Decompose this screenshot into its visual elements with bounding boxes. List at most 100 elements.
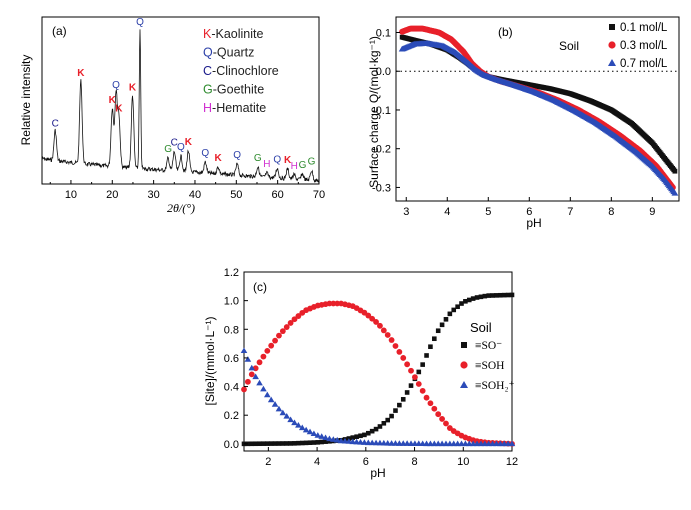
c-s0-pt60 [474,295,480,300]
c-s2-pt14 [295,421,302,428]
c-s0-pt29 [354,434,359,439]
c-s0-pt55 [455,304,460,310]
c-s2-pt21 [322,434,329,441]
c-s2-pt15 [298,424,306,431]
b-xtick-label-0: 3 [403,206,409,218]
c-s2-pt10 [279,409,287,416]
b-xtick-label-1: 4 [444,206,450,218]
panel-b-x-ticks: 3 4 5 6 7 8 9 [403,197,655,218]
c-s0-pt41 [400,397,406,402]
peak-label-2: K [109,95,117,106]
peak-label-8: C [171,138,178,149]
c-s0-pt13 [292,441,297,446]
c-s2-pt5 [260,385,267,392]
c-ytick-label-6: 1.2 [224,267,239,279]
c-legend-label-2: ≡SOH₂⁺ [475,380,515,392]
c-s0-pt56 [459,301,464,306]
legend-name-4: -Hematite [212,101,266,115]
c-xtick-label-5: 12 [506,456,518,468]
c-s2-pt8 [271,401,279,407]
c-s0-pt48 [428,344,433,350]
peak-label-10: K [185,137,193,148]
c-s2-pt1 [244,356,252,362]
c-s2-pt17 [306,428,314,435]
panel-c-y-axis-label: [Site]/(mmol·L⁻¹) [203,316,217,405]
c-s2-pt7 [267,396,275,403]
panel-a-y-axis-label: Relative intensity [19,55,33,146]
panel-b-x-axis-label: pH [526,216,541,230]
peak-label-4: K [115,104,123,115]
c-s1-pt47 [423,394,430,401]
c-s1-pt49 [431,405,438,412]
c-s2-pt18 [310,430,318,437]
c-s1-pt37 [384,332,391,338]
panel-b-legend: 0.1 mol/L 0.3 mol/L 0.7 mol/L [608,22,668,70]
c-s0-pt61 [478,294,484,300]
c-s1-pt7 [268,342,275,349]
c-legend-marker-2 [460,381,468,388]
c-s0-pt30 [358,433,363,439]
c-ytick-label-4: 0.8 [224,324,239,336]
c-s1-pt46 [419,387,426,394]
panel-c: (c) 2 4 6 8 10 12 0.0 0.2 0.4 0.6 0.8 1.0 1.2 Soil ≡… [203,267,518,480]
c-s0-pt63 [486,293,491,298]
panel-b-tag: (b) [498,25,513,39]
panel-a-frame [41,16,320,185]
b-ytick-label-3: -0.2 [372,144,391,156]
c-s0-pt62 [482,293,488,299]
c-s0-pt4 [257,441,262,447]
legend-code-0: K [203,27,212,41]
panel-a-legend: K-KaoliniteQ-QuartzC-ClinochloreG-Goethi… [203,27,279,115]
c-s0-pt42 [404,390,410,395]
a-xtick-label-2: 30 [148,189,160,201]
legend-name-2: -Clinochlore [212,64,279,78]
a-xtick-label-5: 60 [272,189,284,201]
c-s2-pt22 [326,435,333,442]
a-xtick-label-3: 40 [189,189,201,201]
c-s1-pt10 [279,328,286,335]
b-ytick-label-0: 0.1 [376,27,391,39]
panel-b-y-axis-label: Surface charge Q/(mol·kg⁻¹) [367,36,381,188]
c-s2-pt3 [252,373,259,380]
c-s1-pt11 [283,324,290,330]
b-ytick-label-1: 0.0 [376,66,391,78]
c-s2-pt24 [333,436,341,443]
panel-b: 3 4 5 6 7 8 9 0.1 0.0 -0.1 -0.2 -0.3 (b) Soil 0.1 … [367,16,680,230]
peak-label-15: H [263,159,270,170]
peak-label-13: Q [233,150,241,161]
peak-label-7: G [164,144,172,155]
c-s0-pt39 [393,408,398,413]
legend-entry-3: G-Goethite [203,83,264,97]
c-s0-pt20 [319,439,324,445]
c-xtick-label-1: 4 [314,456,320,468]
c-s0-pt28 [350,435,356,440]
panel-b-points [398,25,679,196]
legend-name-3: -Goethite [213,83,264,97]
c-ytick-label-1: 0.2 [224,410,239,422]
c-s0-pt58 [466,297,472,303]
c-s1-pt0 [241,386,247,393]
c-s1-pt1 [244,378,251,385]
c-s2-pt9 [275,405,283,412]
c-s0-pt34 [373,426,379,432]
panel-a-tag: (a) [52,24,67,38]
b-ytick-label-2: -0.1 [372,105,391,117]
a-xtick-label-6: 70 [313,189,325,201]
c-xtick-label-2: 6 [363,456,369,468]
c-s0-pt50 [435,328,441,334]
c-s0-pt33 [369,428,375,434]
c-s0-pt47 [424,353,429,358]
b-xtick-label-4: 7 [567,206,573,218]
peak-label-3: Q [112,80,120,91]
c-s1-pt43 [408,367,414,374]
peak-label-17: K [284,155,292,166]
c-s1-pt40 [396,349,403,355]
peak-label-12: K [215,153,223,164]
c-s2-pt19 [314,432,322,438]
c-legend-marker-0 [461,342,467,348]
xrd-trace [41,29,319,183]
c-s2-pt20 [318,433,325,439]
panel-c-x-ticks: 2 4 6 8 10 12 [265,447,518,468]
c-s1-pt36 [380,327,387,334]
peak-label-5: K [129,82,137,93]
